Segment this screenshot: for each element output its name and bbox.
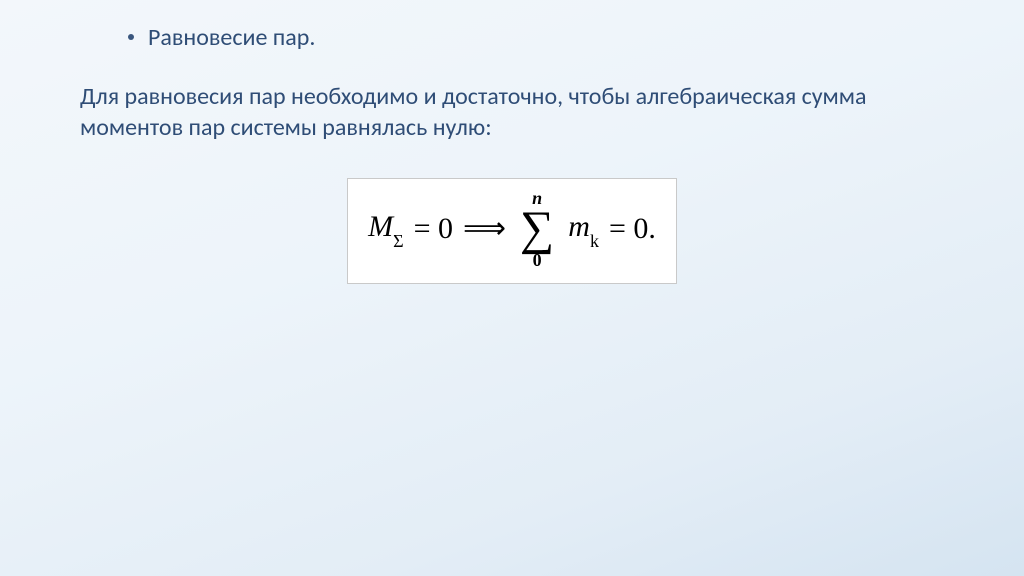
formula-m-subscript: k <box>590 231 599 251</box>
formula-eq2: = 0. <box>609 212 656 246</box>
formula-eq1: = 0 <box>414 212 453 246</box>
implies-arrow-icon: ⟹ <box>463 211 506 246</box>
slide: Равновесие пар. Для равновесия пар необх… <box>0 0 1024 576</box>
paragraph-text: Для равновесия пар необходимо и достаточ… <box>80 81 944 143</box>
bullet-text: Равновесие пар. <box>148 22 315 53</box>
content-area: Равновесие пар. Для равновесия пар необх… <box>0 0 1024 284</box>
formula-M-var: M <box>368 210 393 243</box>
bullet-dot-icon <box>128 34 134 40</box>
formula-M-subscript: Σ <box>393 231 403 251</box>
sum-lower-bound: 0 <box>533 251 542 269</box>
formula-box: MΣ = 0 ⟹ n ∑ 0 mk = 0. <box>347 178 677 285</box>
bullet-item: Равновесие пар. <box>128 22 944 53</box>
formula-container: MΣ = 0 ⟹ n ∑ 0 mk = 0. <box>80 178 944 285</box>
formula-m-var: m <box>568 210 590 243</box>
summation-block: n ∑ 0 <box>520 189 554 270</box>
formula-m: mk <box>568 210 599 248</box>
formula-M: MΣ <box>368 210 403 248</box>
sigma-icon: ∑ <box>520 209 554 250</box>
